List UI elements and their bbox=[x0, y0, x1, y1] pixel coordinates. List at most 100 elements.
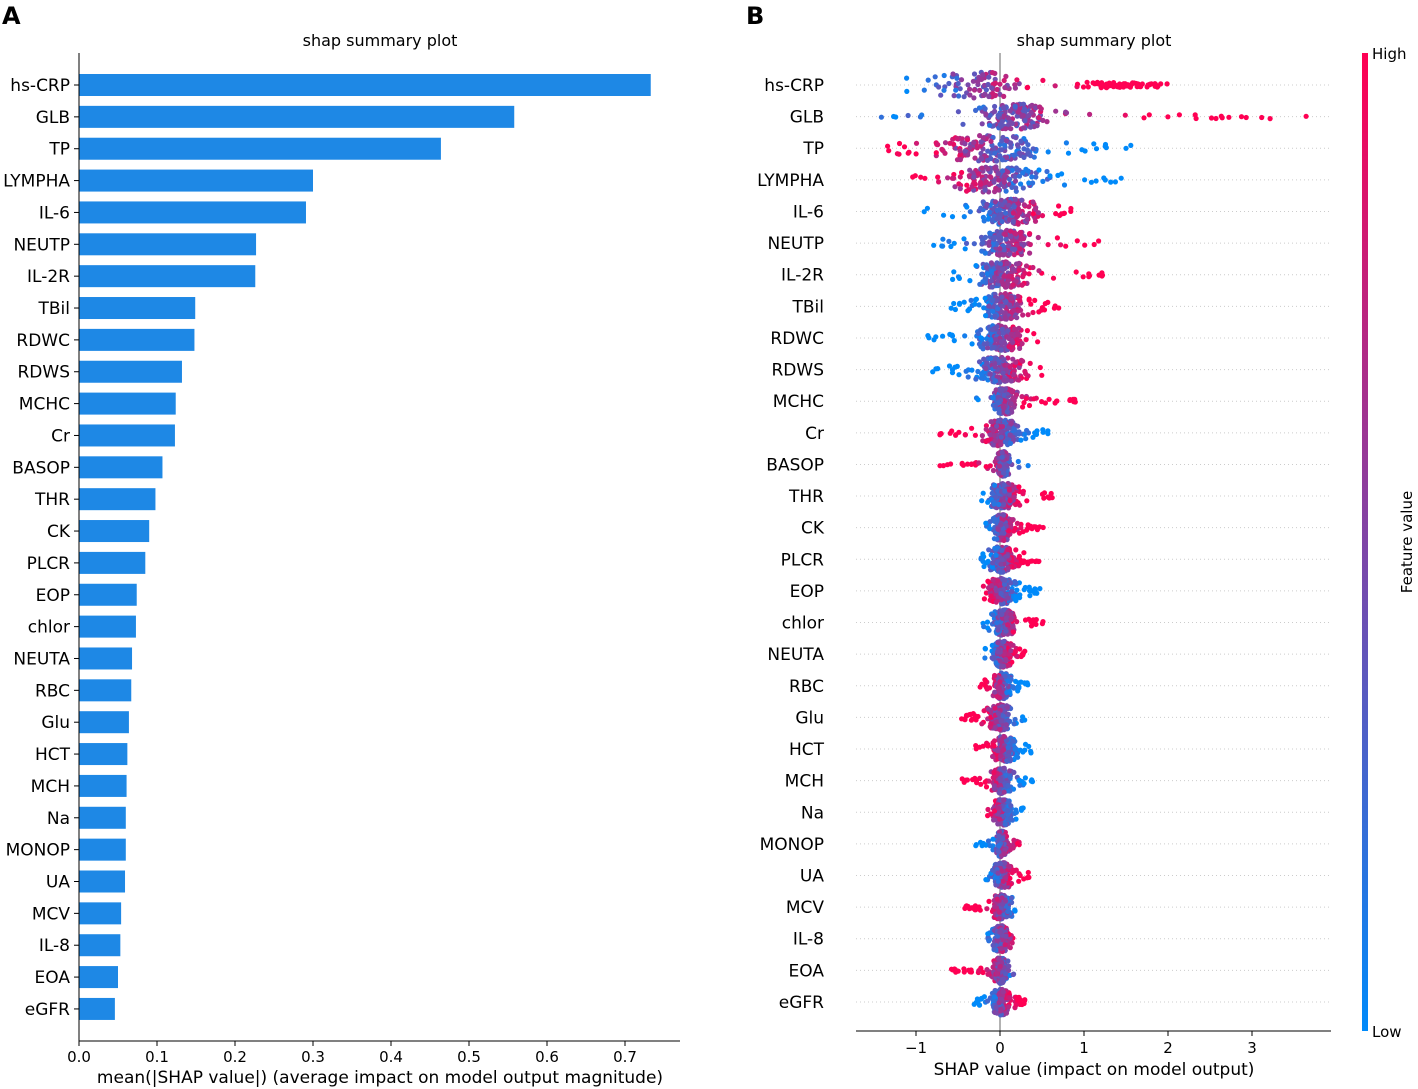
shap-point bbox=[1082, 177, 1088, 183]
shap-point bbox=[988, 811, 994, 817]
shap-point bbox=[982, 295, 988, 301]
x-tick-label: 0.4 bbox=[379, 1048, 403, 1066]
shap-point bbox=[999, 454, 1005, 460]
shap-point bbox=[1013, 547, 1019, 553]
shap-point bbox=[1028, 750, 1034, 756]
shap-point bbox=[959, 461, 965, 467]
bar-tbil bbox=[79, 297, 196, 320]
shap-point bbox=[1053, 108, 1059, 114]
shap-point bbox=[999, 218, 1005, 225]
shap-point bbox=[925, 77, 931, 83]
shap-point bbox=[1016, 777, 1023, 783]
shap-point bbox=[998, 753, 1004, 759]
shap-point bbox=[975, 397, 981, 403]
shap-point bbox=[1093, 146, 1100, 152]
shap-point bbox=[1021, 400, 1027, 406]
shap-point bbox=[981, 356, 987, 362]
shap-point bbox=[951, 338, 957, 344]
shap-point bbox=[1014, 619, 1020, 625]
shap-point bbox=[977, 87, 983, 93]
shap-point bbox=[1063, 140, 1069, 146]
shap-point bbox=[989, 419, 995, 425]
shap-point bbox=[985, 685, 991, 691]
shap-point bbox=[994, 158, 1000, 164]
shap-point bbox=[1012, 174, 1018, 180]
shap-point bbox=[1030, 199, 1036, 205]
shap-point bbox=[994, 620, 1000, 626]
shap-point bbox=[1040, 77, 1046, 83]
shap-point bbox=[1052, 83, 1058, 89]
shap-point bbox=[993, 719, 1000, 725]
shap-point bbox=[1039, 372, 1045, 378]
shap-point bbox=[977, 907, 983, 913]
shap-point bbox=[1029, 588, 1035, 594]
shap-point bbox=[1145, 82, 1151, 88]
shap-point bbox=[979, 433, 986, 439]
shap-point bbox=[1013, 359, 1019, 365]
shap-point bbox=[952, 306, 959, 313]
shap-point bbox=[1082, 148, 1088, 154]
shap-point bbox=[994, 874, 1000, 880]
shap-point bbox=[1103, 145, 1109, 151]
shap-point bbox=[1000, 713, 1006, 719]
shap-point bbox=[980, 72, 986, 78]
shap-point bbox=[1021, 106, 1028, 112]
shap-point bbox=[961, 716, 967, 722]
shap-point bbox=[936, 84, 942, 90]
shap-point bbox=[983, 313, 989, 319]
shap-point bbox=[990, 308, 996, 314]
shap-point bbox=[983, 264, 990, 271]
shap-point bbox=[1034, 428, 1040, 434]
shap-point bbox=[999, 557, 1005, 563]
shap-point bbox=[994, 207, 1000, 214]
shap-point bbox=[977, 684, 983, 690]
shap-point bbox=[1013, 278, 1019, 284]
shap-point bbox=[1003, 73, 1009, 79]
shap-point bbox=[1033, 174, 1039, 180]
shap-point bbox=[1005, 782, 1011, 789]
y-tick-label: Cr bbox=[51, 426, 70, 446]
shap-point bbox=[1003, 210, 1009, 216]
shap-point bbox=[996, 685, 1002, 691]
shap-point bbox=[1001, 184, 1008, 190]
shap-point bbox=[997, 81, 1003, 87]
panel-a-label: A bbox=[2, 2, 21, 30]
x-tick-label: 0.3 bbox=[301, 1048, 325, 1066]
shap-point bbox=[1000, 330, 1007, 336]
shap-point bbox=[1005, 880, 1011, 886]
shap-point bbox=[994, 937, 1001, 943]
shap-point bbox=[965, 82, 971, 88]
shap-point bbox=[1008, 421, 1014, 427]
shap-point bbox=[988, 721, 994, 727]
shap-point bbox=[1020, 805, 1026, 811]
shap-point bbox=[1056, 305, 1062, 311]
shap-point bbox=[941, 72, 947, 79]
bar-il-8 bbox=[79, 934, 121, 957]
shap-point bbox=[961, 94, 967, 100]
shap-point bbox=[1008, 642, 1014, 648]
shap-point bbox=[961, 214, 967, 220]
shap-point bbox=[991, 743, 997, 749]
shap-point bbox=[1018, 236, 1024, 242]
shap-point bbox=[972, 301, 978, 307]
shap-point bbox=[1021, 154, 1027, 160]
shap-point bbox=[1005, 799, 1011, 805]
shap-point bbox=[949, 428, 955, 434]
shap-point bbox=[991, 432, 998, 439]
shap-point bbox=[999, 895, 1005, 901]
shap-point bbox=[1006, 491, 1012, 497]
shap-point bbox=[1011, 837, 1017, 843]
shap-point bbox=[1038, 106, 1044, 112]
shap-point bbox=[992, 199, 999, 205]
shap-point bbox=[960, 121, 966, 127]
shap-point bbox=[1005, 565, 1011, 571]
shap-point bbox=[1017, 246, 1023, 252]
shap-point bbox=[1035, 339, 1041, 345]
shap-point bbox=[1012, 178, 1019, 184]
shap-point bbox=[1008, 295, 1015, 301]
shap-point bbox=[956, 93, 962, 99]
shap-point bbox=[940, 243, 946, 249]
shap-point bbox=[991, 817, 997, 823]
shap-point bbox=[1015, 754, 1021, 760]
shap-point bbox=[930, 369, 936, 375]
